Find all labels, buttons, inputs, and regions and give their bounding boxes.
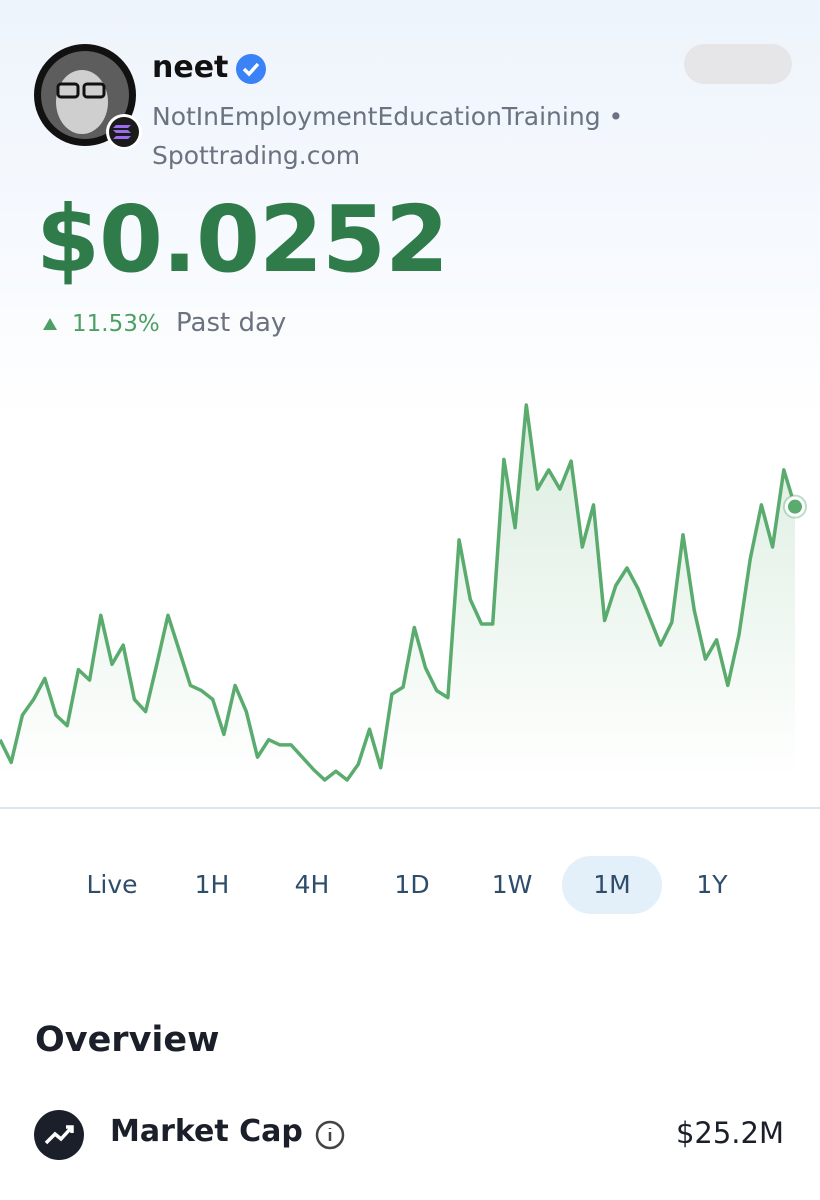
price: $0.0252 bbox=[36, 186, 449, 293]
trend-icon bbox=[44, 1125, 74, 1145]
price-line bbox=[0, 403, 797, 782]
timeframe-button[interactable]: 1Y bbox=[696, 870, 728, 899]
timeframe-button[interactable]: 4H bbox=[294, 870, 330, 899]
blurred-button[interactable] bbox=[684, 44, 792, 84]
timeframe-button[interactable]: 1H bbox=[194, 870, 230, 899]
area-fill bbox=[0, 405, 795, 780]
timeframe-button[interactable]: 1W bbox=[491, 870, 533, 899]
timeframe-button[interactable]: 1M bbox=[562, 856, 662, 914]
stat-label: Market Cap bbox=[110, 1114, 303, 1149]
up-arrow bbox=[43, 318, 57, 330]
token-subtitle: NotInEmploymentEducationTraining • bbox=[152, 102, 624, 131]
token-subtitle: Spottrading.com bbox=[152, 141, 361, 170]
avatar-face bbox=[56, 70, 108, 134]
last-point bbox=[788, 499, 802, 514]
timeframe-selector: Live 1H 4H 1D 1W 1M 1Y bbox=[62, 856, 762, 916]
token-name: neet bbox=[152, 50, 229, 85]
avatar-glasses bbox=[56, 82, 80, 99]
stat-value: $25.2M bbox=[675, 1116, 784, 1150]
timeframe-button[interactable]: Live bbox=[86, 870, 138, 899]
price-chart bbox=[0, 403, 807, 782]
sol-icon bbox=[113, 125, 131, 139]
market-cap-icon bbox=[34, 1110, 84, 1160]
timeframe-button[interactable]: 1D bbox=[394, 870, 430, 899]
section-title: Overview bbox=[35, 1020, 220, 1060]
avatar-glasses bbox=[82, 82, 106, 99]
price-change: 11.53% bbox=[72, 311, 160, 337]
verified-badge bbox=[236, 54, 266, 84]
info-icon[interactable] bbox=[315, 1120, 345, 1150]
change-period: Past day bbox=[176, 308, 287, 338]
verified-check bbox=[242, 62, 260, 77]
